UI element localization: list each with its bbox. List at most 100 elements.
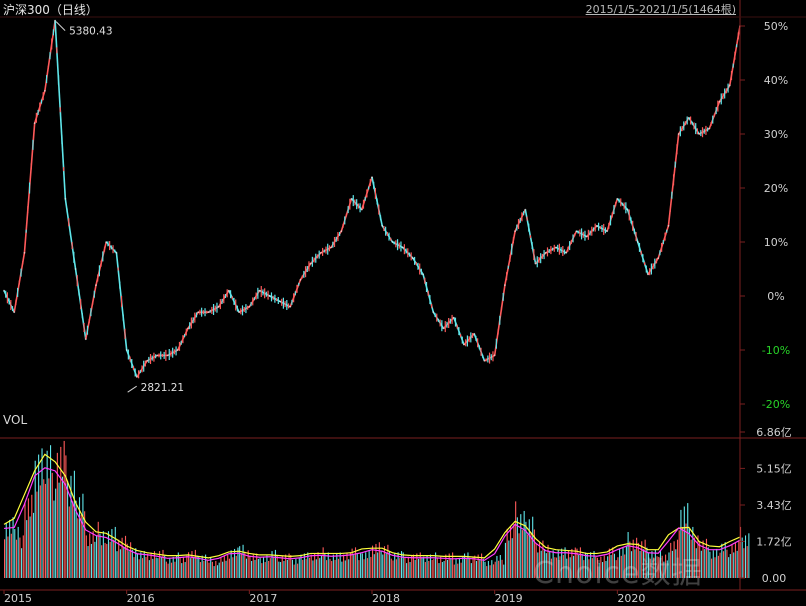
volume-bar xyxy=(181,563,183,578)
volume-ma-line-1 xyxy=(3,453,741,559)
price-point xyxy=(534,262,537,265)
volume-bar xyxy=(259,557,261,578)
price-point xyxy=(544,251,547,254)
volume-bar xyxy=(167,563,169,578)
volume-bar xyxy=(322,547,324,578)
price-point xyxy=(647,273,649,276)
volume-bar xyxy=(165,561,167,578)
volume-bar xyxy=(234,548,236,578)
price-y-tick-label: -10% xyxy=(762,344,790,357)
volume-bar xyxy=(121,537,123,578)
volume-bar xyxy=(688,529,690,578)
volume-bar xyxy=(126,543,128,578)
volume-bar xyxy=(602,562,604,578)
volume-bar xyxy=(67,480,69,578)
volume-bar xyxy=(489,565,491,578)
volume-bar xyxy=(481,553,483,578)
vol-y-tick-label: 3.43亿 xyxy=(756,499,792,512)
volume-bar xyxy=(682,526,684,578)
price-point xyxy=(524,208,527,211)
volume-bar xyxy=(247,550,249,578)
volume-bar xyxy=(429,554,432,578)
price-point xyxy=(54,19,57,22)
volume-bar xyxy=(210,557,212,578)
price-point xyxy=(503,284,506,287)
volume-bar xyxy=(27,498,29,578)
volume-bar xyxy=(700,550,702,578)
volume-bar xyxy=(303,553,305,578)
price-point xyxy=(187,327,189,330)
volume-bar xyxy=(332,554,334,578)
volume-bar xyxy=(314,553,316,578)
volume-bar xyxy=(661,555,663,578)
volume-bar xyxy=(411,555,413,578)
price-point xyxy=(626,208,629,211)
volume-bar xyxy=(712,550,714,578)
volume-bar xyxy=(552,550,554,578)
volume-bar xyxy=(44,483,46,578)
volume-bar xyxy=(579,547,581,578)
volume-bar xyxy=(77,518,79,578)
volume-bar xyxy=(268,560,270,578)
volume-bar xyxy=(136,553,138,578)
price-point xyxy=(95,284,97,287)
volume-bar xyxy=(365,552,367,578)
volume-bar xyxy=(227,555,229,578)
volume-bar xyxy=(685,523,687,578)
volume-bar xyxy=(504,542,506,578)
volume-bar xyxy=(320,555,322,578)
volume-bar xyxy=(683,506,685,578)
volume-bar xyxy=(349,552,351,578)
volume-bar xyxy=(155,557,157,578)
volume-bar xyxy=(205,554,207,578)
price-point xyxy=(350,197,353,200)
price-point xyxy=(360,208,363,211)
volume-bar xyxy=(159,551,161,578)
volume-bar xyxy=(733,552,735,578)
volume-bar xyxy=(600,556,602,578)
volume-bar xyxy=(692,526,694,578)
volume-bar xyxy=(658,556,660,578)
volume-bar xyxy=(414,559,416,578)
volume-bar xyxy=(385,553,387,578)
volume-bar xyxy=(7,536,9,578)
volume-bar xyxy=(438,563,440,578)
volume-bar xyxy=(680,509,682,578)
volume-bar xyxy=(262,556,265,578)
price-point xyxy=(452,316,455,319)
volume-bar xyxy=(225,560,227,578)
volume-bar xyxy=(135,548,137,578)
volume-bar xyxy=(617,557,619,578)
price-point xyxy=(289,305,292,308)
price-point xyxy=(595,224,598,227)
volume-bar xyxy=(446,559,449,578)
volume-bar xyxy=(646,547,648,578)
volume-bar xyxy=(578,555,580,578)
price-point xyxy=(606,230,609,233)
volume-bar xyxy=(189,558,191,578)
volume-bar xyxy=(624,554,626,578)
volume-bar xyxy=(545,553,547,578)
date-range-link[interactable]: 2015/1/5-2021/1/5(1464根) xyxy=(585,3,736,16)
volume-bar xyxy=(211,561,213,578)
volume-bar xyxy=(569,557,571,578)
volume-bar xyxy=(348,559,350,578)
volume-bar xyxy=(452,552,454,578)
price-point xyxy=(43,89,46,92)
volume-bar xyxy=(394,553,396,578)
volume-bar xyxy=(649,558,651,578)
volume-bar xyxy=(465,558,467,578)
volume-bar xyxy=(673,541,675,578)
volume-bar xyxy=(435,552,437,578)
volume-bar xyxy=(566,558,568,578)
volume-bar xyxy=(610,555,612,578)
volume-bar xyxy=(518,533,520,578)
volume-bar xyxy=(671,550,673,578)
volume-bar xyxy=(513,524,515,578)
volume-bar xyxy=(324,553,326,578)
volume-bar xyxy=(424,562,426,578)
volume-bar xyxy=(562,555,564,578)
volume-bar xyxy=(496,555,498,578)
volume-bar xyxy=(107,531,110,578)
